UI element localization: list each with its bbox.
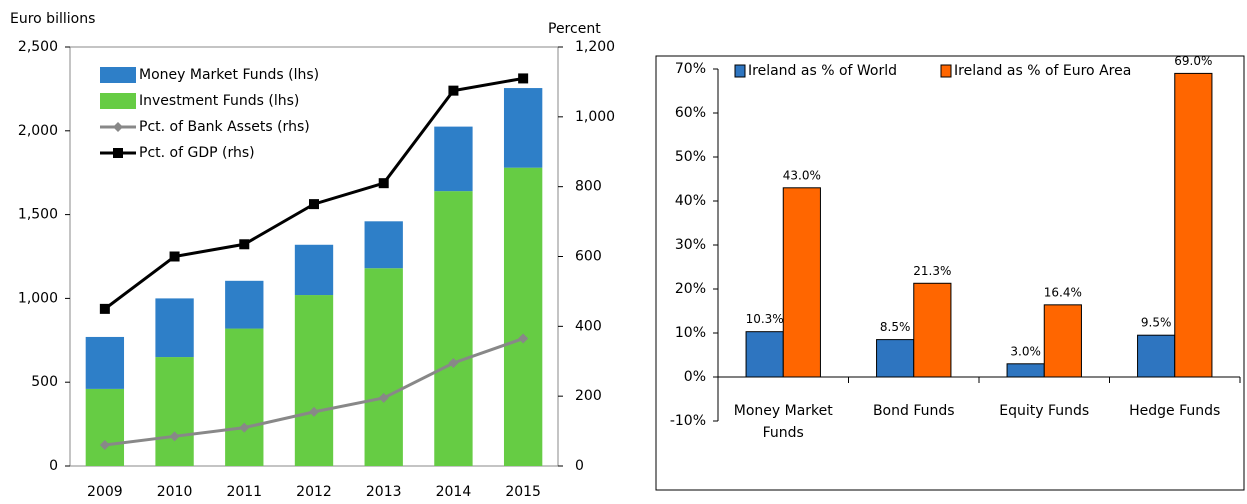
y-tick-label: 0% (684, 369, 706, 385)
bar-segment (85, 336, 125, 389)
x-tick-label: Equity Funds (999, 403, 1090, 419)
bar-segment (503, 167, 543, 466)
y-tick-label: 30% (675, 237, 706, 253)
y2-tick-label: 400 (575, 318, 602, 334)
y-tick-label: 2,500 (18, 39, 58, 55)
bar-segment (434, 191, 473, 467)
x-tick-label: Bond Funds (872, 403, 955, 419)
legend-label: Ireland as % of Euro Area (954, 63, 1131, 79)
bar (745, 331, 784, 378)
bar (876, 339, 915, 378)
x-tick-label: 2011 (226, 484, 262, 500)
legend-swatch (100, 67, 136, 83)
x-tick-label: 2014 (436, 484, 472, 500)
marker (239, 239, 250, 250)
y2-tick-label: 1,000 (575, 109, 615, 125)
y-tick-label: 500 (31, 374, 58, 390)
legend-swatch (734, 64, 746, 78)
x-tick-label: 2013 (366, 484, 402, 500)
bar (1174, 72, 1213, 378)
y2-tick-label: 800 (575, 179, 602, 195)
data-label: 9.5% (1141, 316, 1172, 330)
data-label: 21.3% (913, 264, 951, 278)
bar (1137, 334, 1176, 378)
y2-tick-label: 0 (575, 458, 584, 474)
marker (378, 178, 389, 189)
legend-marker (113, 122, 123, 132)
marker (239, 422, 250, 433)
bar-segment (155, 298, 194, 358)
y-tick-label: 1,000 (18, 290, 58, 306)
data-label: 10.3% (746, 312, 784, 326)
marker (169, 431, 180, 442)
legend-label: Ireland as % of World (748, 63, 897, 79)
bar-segment (434, 126, 473, 192)
marker (169, 251, 180, 262)
bar-segment (85, 388, 125, 466)
bar-segment (364, 221, 403, 269)
y-tick-label: 0 (49, 458, 58, 474)
bar (913, 282, 952, 378)
bar-segment (155, 357, 194, 466)
y2-tick-label: 200 (575, 388, 602, 404)
y-tick-label: 50% (675, 149, 706, 165)
bar-segment (294, 295, 334, 466)
chart-frame (655, 55, 1245, 491)
marker (448, 85, 459, 96)
bar-segment (294, 244, 334, 296)
bar (1043, 304, 1082, 378)
bar-segment (364, 268, 403, 466)
marker (309, 406, 319, 417)
marker (518, 333, 529, 344)
data-label: 43.0% (783, 168, 821, 182)
marker (99, 303, 110, 314)
legend-swatch (940, 64, 952, 78)
marker (518, 73, 529, 84)
y-tick-label: 60% (675, 105, 706, 121)
y2-tick-label: 600 (575, 249, 602, 265)
x-tick-label: 2012 (296, 484, 332, 500)
legend-label: Investment Funds (lhs) (139, 93, 299, 109)
marker (378, 392, 389, 403)
y-tick-label: -10% (670, 413, 706, 429)
marker (99, 440, 110, 451)
marker (309, 199, 319, 210)
legend-swatch (100, 93, 136, 109)
y-axis-label: Euro billions (10, 11, 95, 27)
y2-tick-label: 1,200 (575, 39, 615, 55)
bar-segment (225, 328, 264, 466)
legend-label: Money Market Funds (lhs) (139, 67, 319, 83)
x-tick-label: Hedge Funds (1129, 403, 1221, 419)
bar (1006, 363, 1045, 378)
y-tick-label: 70% (675, 61, 706, 77)
marker (448, 357, 459, 368)
data-label: 8.5% (880, 320, 911, 334)
data-label: 16.4% (1044, 285, 1082, 299)
y-tick-label: 10% (675, 325, 706, 341)
bar (782, 187, 821, 378)
x-tick-label: 2010 (157, 484, 193, 500)
y-tick-label: 1,500 (18, 207, 58, 223)
y-tick-label: 40% (675, 193, 706, 209)
bar-segment (225, 280, 264, 329)
legend-label: Pct. of GDP (rhs) (139, 145, 255, 161)
y-tick-label: 20% (675, 281, 706, 297)
bar-segment (503, 88, 543, 168)
x-tick-label: 2015 (505, 484, 541, 500)
legend-marker (113, 148, 123, 158)
data-label: 69.0% (1174, 54, 1212, 68)
data-label: 3.0% (1010, 344, 1041, 358)
x-tick-label: 2009 (87, 484, 123, 500)
x-tick-label: Money Market Funds (733, 403, 833, 441)
y2-axis-label: Percent (548, 21, 601, 37)
legend-label: Pct. of Bank Assets (rhs) (139, 119, 310, 135)
y-tick-label: 2,000 (18, 123, 58, 139)
